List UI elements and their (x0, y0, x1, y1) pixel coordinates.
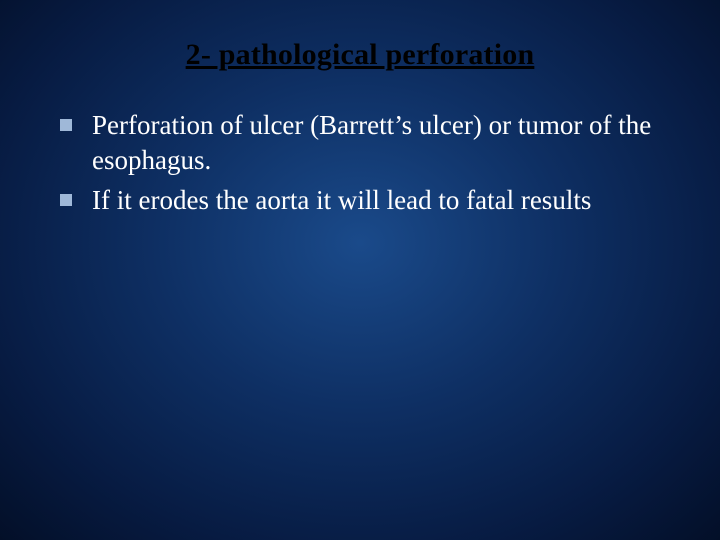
slide-container: 2- pathological perforation Perforation … (0, 0, 720, 540)
list-item: Perforation of ulcer (Barrett’s ulcer) o… (58, 108, 672, 177)
square-bullet-icon (60, 194, 72, 206)
square-bullet-icon (60, 119, 72, 131)
list-item: If it erodes the aorta it will lead to f… (58, 183, 672, 218)
list-item-text: Perforation of ulcer (Barrett’s ulcer) o… (92, 110, 651, 175)
slide-title: 2- pathological perforation (48, 38, 672, 72)
bullet-list: Perforation of ulcer (Barrett’s ulcer) o… (48, 108, 672, 218)
list-item-text: If it erodes the aorta it will lead to f… (92, 185, 591, 215)
